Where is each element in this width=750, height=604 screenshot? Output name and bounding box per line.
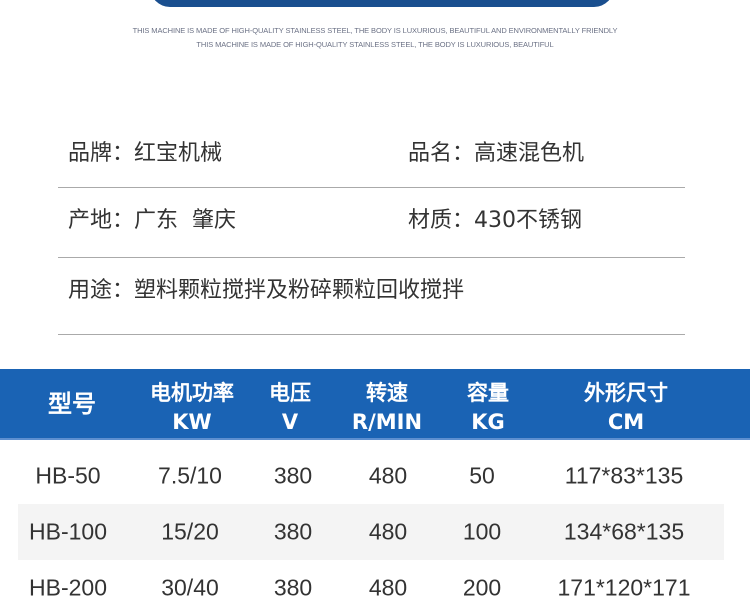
divider: [58, 334, 685, 335]
header-unit: V: [281, 410, 299, 434]
divider: [58, 257, 685, 258]
info-usage: 用途：塑料颗粒搅拌及粉碎颗粒回收搅拌: [68, 278, 465, 303]
column-header: 电压 V: [269, 379, 311, 437]
table-cell: 30/40: [161, 574, 219, 601]
column-header: 电机功率 KW: [150, 379, 234, 437]
table-cell: 171*120*171: [557, 574, 691, 601]
table-cell: HB-50: [35, 462, 101, 489]
table-cell: 134*68*135: [563, 518, 685, 545]
header-unit: KW: [172, 410, 212, 434]
header-label: 外形尺寸: [584, 381, 668, 405]
header-label: 型号: [48, 390, 96, 418]
divider: [58, 187, 685, 188]
table-cell: 7.5/10: [158, 462, 222, 489]
header-unit: R/MIN: [351, 410, 423, 434]
table-cell: 100: [462, 518, 502, 545]
header-unit: KG: [471, 410, 505, 434]
table-cell: HB-200: [29, 574, 107, 601]
header-label: 电压: [269, 381, 311, 405]
info-product: 品名：高速混色机: [408, 141, 585, 166]
slogan-line-2: THIS MACHINE IS MADE OF HIGH-QUALITY STA…: [196, 40, 554, 49]
table-cell: 480: [368, 518, 408, 545]
info-origin: 产地：广东 肇庆: [68, 208, 236, 233]
column-header: 外形尺寸 CM: [584, 379, 668, 437]
table-cell: 380: [273, 518, 313, 545]
table-cell: 480: [368, 462, 408, 489]
column-header: 容量 KG: [467, 379, 509, 437]
header-label: 容量: [467, 381, 509, 405]
row-stripe: [18, 504, 724, 560]
table-cell: 117*83*135: [564, 462, 684, 489]
table-cell: 50: [469, 462, 495, 489]
table-cell: 15/20: [161, 518, 219, 545]
header-label: 电机功率: [150, 381, 234, 405]
info-material: 材质：430不锈钢: [408, 208, 582, 233]
header-unit: CM: [607, 410, 645, 434]
table-cell: 200: [462, 574, 502, 601]
column-header: 转速 R/MIN: [352, 379, 422, 437]
column-header: 型号: [48, 390, 96, 419]
table-header: [0, 369, 750, 440]
table-cell: 480: [368, 574, 408, 601]
header-label: 转速: [365, 381, 408, 405]
table-cell: HB-100: [29, 518, 107, 545]
slogan-line-1: THIS MACHINE IS MADE OF HIGH-QUALITY STA…: [132, 26, 618, 35]
top-banner: [150, 0, 614, 7]
table-cell: 380: [273, 574, 313, 601]
table-cell: 380: [273, 462, 313, 489]
info-brand: 品牌：红宝机械: [68, 141, 223, 166]
